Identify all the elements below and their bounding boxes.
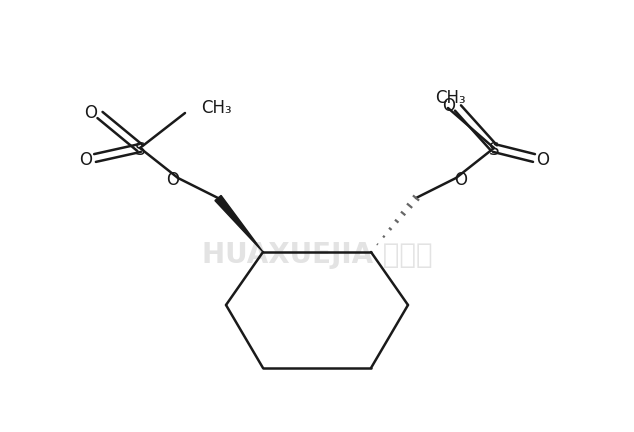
Text: O: O bbox=[84, 104, 98, 122]
Text: O: O bbox=[167, 171, 179, 189]
Text: S: S bbox=[489, 141, 499, 159]
Text: S: S bbox=[135, 141, 145, 159]
Polygon shape bbox=[215, 195, 263, 252]
Text: O: O bbox=[443, 97, 455, 115]
Text: CH₃: CH₃ bbox=[435, 89, 465, 107]
Text: O: O bbox=[79, 151, 93, 169]
Text: O: O bbox=[455, 171, 467, 189]
Text: O: O bbox=[536, 151, 550, 169]
Text: HUAXUEJIA 化学加: HUAXUEJIA 化学加 bbox=[202, 241, 432, 269]
Text: CH₃: CH₃ bbox=[201, 99, 231, 117]
